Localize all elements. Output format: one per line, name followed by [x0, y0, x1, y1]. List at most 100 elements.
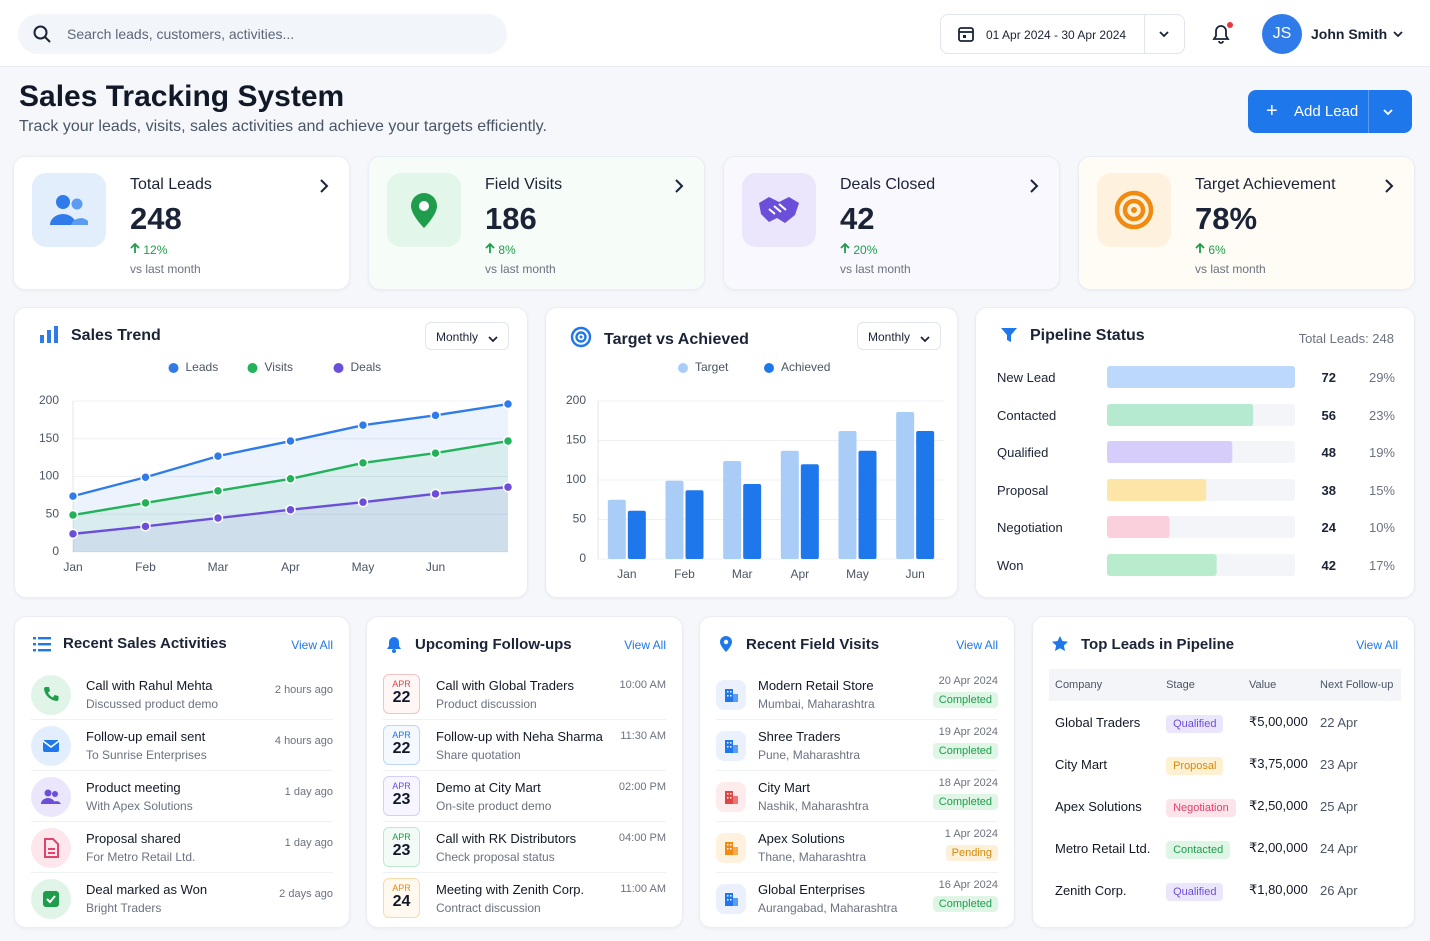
data-point	[212, 512, 224, 524]
followup-time: 11:30 AM	[620, 730, 666, 742]
stage-badge: Proposal	[1166, 756, 1224, 775]
activity-row: Follow-up email sent To Sunrise Enterpris…	[31, 720, 333, 771]
visit-icon	[716, 884, 746, 914]
period-dropdown[interactable]: Monthly	[857, 322, 941, 350]
activity-title: Call with Rahul Mehta	[86, 678, 213, 693]
data-point	[67, 490, 79, 502]
followup-title: Demo at City Mart	[436, 780, 541, 795]
data-point	[67, 509, 79, 521]
followup-title: Call with RK Distributors	[436, 831, 577, 846]
visit-row: Apex Solutions Thane, Maharashtra 1 Apr 20…	[716, 822, 998, 873]
kpi-note: vs last month	[130, 262, 201, 276]
y-tick-label: 50	[46, 506, 60, 520]
followup-detail: Product discussion	[436, 697, 537, 711]
stage-badge: Qualified	[1166, 882, 1224, 901]
visit-date: 1 Apr 2024	[944, 828, 998, 840]
stage-label: Negotiation	[997, 520, 1063, 535]
lead-stage: Qualified	[1160, 869, 1243, 911]
period-dropdown[interactable]: Monthly	[425, 322, 509, 350]
data-point	[285, 473, 296, 485]
column-header: Company	[1049, 669, 1161, 701]
kpi-title: Target Achievement	[1195, 176, 1336, 193]
visit-icon	[716, 833, 746, 863]
visit-name: Modern Retail Store	[758, 678, 874, 693]
activity-detail: To Sunrise Enterprises	[86, 748, 207, 762]
followup-title: Call with Global Traders	[436, 678, 574, 693]
lead-followup: 24 Apr	[1320, 840, 1358, 856]
add-lead-button[interactable]: + Add Lead	[1248, 90, 1412, 133]
activity-time: 1 day ago	[284, 786, 333, 798]
stage-count: 72	[1321, 370, 1336, 385]
view-all-link[interactable]: View All	[1356, 638, 1398, 652]
search-placeholder: Search leads, customers, activities...	[67, 26, 295, 42]
pipeline-total: Total Leads: 248	[1298, 331, 1394, 346]
visit-list: Modern Retail Store Mumbai, Maharashtra 20…	[700, 669, 1014, 924]
activity-time: 2 hours ago	[274, 684, 333, 696]
data-point	[140, 521, 151, 532]
search-box[interactable]: Search leads, customers, activities...	[18, 14, 507, 54]
lead-row: City Mart Proposal ₹3,75,000 23 Apr	[1049, 743, 1401, 785]
visit-status: Completed	[932, 794, 998, 810]
activity-time: 1 day ago	[284, 837, 333, 849]
chart-header: Target vs Achieved	[570, 326, 749, 349]
legend-swatch	[333, 363, 344, 373]
data-point	[357, 457, 369, 469]
activity-icon	[31, 828, 71, 868]
visit-date: 19 Apr 2024	[938, 726, 998, 738]
lead-followup: 23 Apr	[1320, 756, 1358, 772]
kpi-icon	[32, 173, 106, 247]
view-all-link[interactable]: View All	[956, 638, 998, 652]
top-leads-table: Company Stage Value Next Follow-up Global Tr…	[1049, 669, 1401, 911]
pipeline-row: Negotiation 24 10%	[976, 516, 1416, 538]
pipeline-row: Won 42 17%	[976, 553, 1416, 576]
table-body: Global Traders Qualified ₹5,00,000 22 Apr Ci…	[1049, 701, 1401, 911]
followup-detail: Share quotation	[436, 748, 521, 762]
kpi-change: 12%	[130, 242, 168, 257]
bar	[780, 450, 799, 559]
column-header: Next Follow-up	[1314, 669, 1401, 701]
view-all-link[interactable]: View All	[624, 638, 666, 652]
activity-detail: With Apex Solutions	[86, 799, 193, 813]
user-menu[interactable]	[1392, 28, 1404, 40]
x-tick-label: Jan	[63, 560, 82, 574]
kpi-card[interactable]: Deals Closed 42 20% vs last month	[723, 156, 1060, 290]
lead-value: ₹1,80,000	[1248, 882, 1308, 897]
lead-value: ₹3,75,000	[1248, 756, 1308, 771]
x-tick-label: Jan	[617, 567, 636, 581]
activity-icon	[31, 675, 71, 715]
stage-badge: Negotiation	[1166, 798, 1236, 817]
x-tick-label: May	[352, 560, 375, 574]
kpi-note: vs last month	[1195, 262, 1266, 276]
followup-row: APR 22 Call with Global Traders Product dis…	[383, 669, 666, 720]
data-point	[285, 504, 296, 515]
lead-followup: 22 Apr	[1320, 714, 1358, 730]
kpi-change-value: 12%	[143, 243, 168, 257]
chart-card: Leads Visits Deals 0 50 100 150 200 Jan Feb Mar Apr…	[14, 307, 528, 598]
avatar[interactable]: JS	[1262, 14, 1302, 54]
bar	[1107, 478, 1207, 501]
notifications[interactable]	[1210, 22, 1236, 46]
x-tick-label: Mar	[732, 567, 753, 581]
stage-label: Proposal	[997, 482, 1049, 498]
kpi-card[interactable]: Total Leads 248 12% vs last month	[13, 156, 350, 290]
visit-name: Apex Solutions	[758, 831, 845, 846]
kpi-card[interactable]: Target Achievement 78% 6% vs last month	[1078, 156, 1415, 290]
stage-percent: 23%	[1368, 407, 1395, 423]
x-tick-label: Feb	[135, 560, 156, 574]
kpi-change-value: 20%	[853, 243, 878, 257]
user-name[interactable]: John Smith	[1311, 26, 1388, 42]
date-range[interactable]: 01 Apr 2024 - 30 Apr 2024	[940, 14, 1185, 54]
activities-card: Recent Sales Activities View All Call wit…	[14, 616, 350, 928]
legend-swatch	[678, 363, 688, 373]
legend-swatch	[764, 363, 774, 373]
activities-header: Recent Sales Activities View All	[33, 635, 333, 657]
legend-swatch	[168, 363, 179, 373]
period-label: Monthly	[436, 330, 479, 344]
kpi-card[interactable]: Field Visits 186 8% vs last month	[368, 156, 705, 290]
date-month: APR	[392, 679, 411, 689]
view-all-link[interactable]: View All	[291, 638, 333, 652]
kpi-icon	[387, 173, 461, 247]
up-arrow	[840, 242, 853, 257]
visit-row: Modern Retail Store Mumbai, Maharashtra 20…	[716, 669, 998, 720]
